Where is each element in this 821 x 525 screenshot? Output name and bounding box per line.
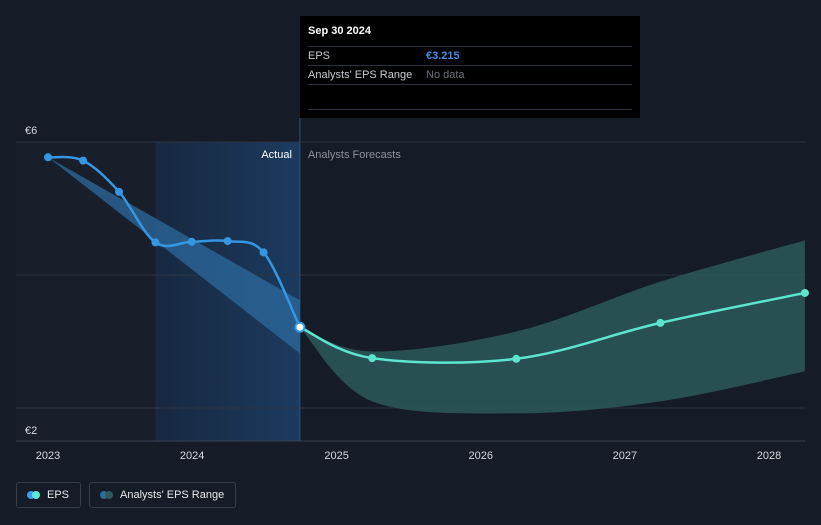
- x-tick-2027: 2027: [613, 450, 637, 462]
- range-swatch-dot-actual: [100, 491, 109, 499]
- eps-actual-point[interactable]: [187, 237, 196, 246]
- chart-legend: EPS Analysts' EPS Range: [16, 482, 244, 508]
- tooltip-date: Sep 30 2024: [308, 25, 371, 37]
- x-tick-2026: 2026: [469, 450, 493, 462]
- eps-forecast-point[interactable]: [368, 354, 377, 363]
- range-band-actual: [48, 157, 300, 354]
- tooltip-eps-label: EPS: [308, 50, 331, 62]
- x-tick-2028: 2028: [757, 450, 781, 462]
- eps-actual-point[interactable]: [223, 237, 232, 246]
- tooltip-row-eps: EPS €3.215: [308, 46, 632, 65]
- x-tick-2024: 2024: [180, 450, 204, 462]
- eps-swatch-icon: [27, 491, 40, 499]
- eps-forecast-line: [299, 291, 806, 364]
- eps-actual-point[interactable]: [259, 248, 268, 257]
- legend-eps-range[interactable]: Analysts' EPS Range: [89, 482, 237, 508]
- x-tick-2025: 2025: [324, 450, 348, 462]
- eps-actual-point[interactable]: [115, 187, 124, 196]
- eps-actual-point[interactable]: [44, 153, 52, 162]
- legend-range-label: Analysts' EPS Range: [120, 489, 225, 501]
- actual-section-label: Actual: [261, 149, 292, 161]
- forecast-section-label: Analysts Forecasts: [308, 149, 401, 161]
- y-tick-top: €6: [25, 125, 37, 137]
- eps-forecast-point[interactable]: [800, 288, 809, 297]
- eps-actual-point[interactable]: [79, 156, 88, 165]
- range-swatch-icon: [100, 491, 114, 499]
- legend-eps[interactable]: EPS: [16, 482, 82, 508]
- hover-tooltip: Sep 30 2024 EPS €3.215 Analysts' EPS Ran…: [300, 16, 640, 118]
- range-swatch-dot-forecast: [105, 491, 114, 499]
- eps-forecast-point[interactable]: [512, 354, 521, 363]
- range-band-forecast: [299, 240, 805, 414]
- tooltip-divider: [308, 84, 632, 110]
- y-tick-bottom: €2: [25, 425, 37, 437]
- eps-current-point[interactable]: [294, 321, 306, 333]
- eps-actual-point[interactable]: [151, 238, 160, 247]
- legend-eps-label: EPS: [47, 489, 70, 501]
- past-region: [16, 142, 156, 441]
- eps-swatch-dot-actual: [27, 491, 35, 499]
- eps-forecast-point[interactable]: [656, 318, 665, 327]
- x-tick-2023: 2023: [36, 450, 60, 462]
- tooltip-range-value: No data: [426, 69, 465, 81]
- eps-swatch-dot-forecast: [32, 491, 40, 499]
- tooltip-row-range: Analysts' EPS Range No data: [308, 65, 632, 84]
- tooltip-eps-value: €3.215: [426, 50, 460, 62]
- tooltip-range-label: Analysts' EPS Range: [308, 69, 413, 81]
